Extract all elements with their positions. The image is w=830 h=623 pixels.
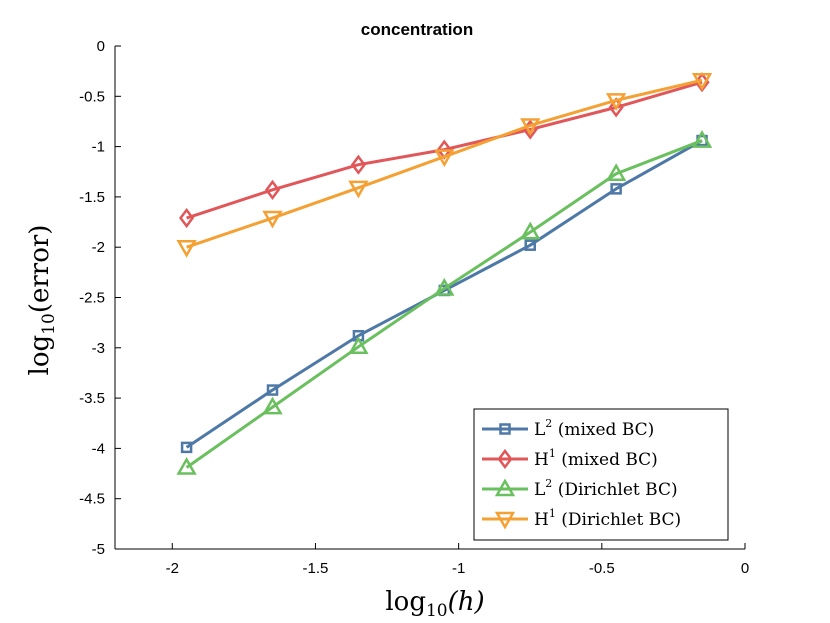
marker-triangle-up	[494, 478, 516, 497]
series-layer	[176, 72, 713, 475]
marker-diamond	[608, 97, 624, 118]
legend-label: L2 (Dirichlet BC)	[534, 477, 678, 500]
x-tick-label: 0	[741, 560, 749, 577]
legend-item: L2 (mixed BC)	[482, 417, 654, 440]
marker-square	[610, 183, 622, 195]
legend-label: H1 (Dirichlet BC)	[534, 507, 681, 530]
data-point	[608, 97, 624, 118]
x-tick-label: -2	[166, 560, 179, 577]
y-tick-label: 0	[97, 38, 105, 55]
marker-triangle-down	[262, 210, 283, 229]
data-point	[348, 180, 369, 199]
marker-triangle-up	[348, 336, 369, 355]
data-point	[691, 130, 713, 148]
data-point	[179, 207, 195, 229]
data-point	[605, 93, 627, 111]
legend: L2 (mixed BC) H1 (mixed BC) L2 (Dirichlet …	[473, 408, 729, 541]
marker-diamond	[179, 207, 195, 229]
x-axis-label: log10(h)	[385, 587, 484, 621]
data-point	[434, 277, 455, 296]
marker-triangle-down	[434, 149, 455, 168]
y-tick-label: -0.5	[79, 88, 105, 105]
data-point	[350, 154, 366, 175]
y-tick-label: -1	[92, 139, 105, 156]
y-tick-label: -3.5	[79, 390, 105, 407]
data-point	[176, 239, 197, 258]
marker-triangle-down	[520, 118, 541, 136]
data-point	[434, 149, 455, 168]
series-3	[176, 130, 713, 475]
y-axis-label: log10(error)	[25, 225, 59, 376]
marker-triangle-up	[520, 221, 541, 240]
y-tick-label: -2.5	[79, 290, 105, 307]
legend-label: H1 (mixed BC)	[534, 447, 658, 470]
marker-square	[266, 384, 279, 396]
marker-diamond	[350, 154, 366, 175]
y-tick-label: -4	[92, 440, 105, 457]
data-point	[348, 336, 369, 355]
data-point	[262, 396, 283, 415]
data-point	[262, 210, 283, 229]
marker-square	[180, 441, 193, 454]
data-point	[180, 441, 193, 454]
series-line	[185, 139, 703, 469]
x-tick-label: -0.5	[589, 560, 615, 577]
axes: -2 -1.5 -1 -0.5 0 0 -0.5 -1 -1.5 -2 -2.5 -3 -3.5 -4 -4…	[79, 38, 749, 577]
marker-triangle-down	[348, 180, 369, 199]
y-tick-label: -4.5	[79, 491, 105, 508]
marker-triangle-down	[605, 93, 627, 111]
legend-label: L2 (mixed BC)	[534, 417, 654, 440]
data-point	[176, 456, 197, 475]
series-4	[176, 72, 713, 258]
data-point	[605, 163, 627, 182]
marker-triangle-up	[691, 130, 713, 148]
data-point	[266, 384, 279, 396]
series-line	[185, 139, 703, 449]
marker-diamond	[497, 448, 513, 470]
y-tick-label: -3	[92, 340, 105, 357]
data-point	[691, 72, 713, 91]
legend-item: H1 (mixed BC)	[482, 447, 658, 470]
marker-square	[499, 423, 511, 435]
chart-title: concentration	[361, 20, 473, 39]
y-tick-label: -2	[92, 239, 105, 256]
legend-item: L2 (Dirichlet BC)	[482, 477, 678, 500]
marker-square	[524, 239, 536, 251]
data-point	[520, 118, 541, 136]
data-point	[524, 239, 536, 251]
marker-triangle-up	[434, 277, 455, 296]
marker-triangle-up	[176, 456, 197, 475]
marker-triangle-up	[262, 396, 283, 415]
marker-triangle-down	[176, 239, 197, 258]
legend-item: H1 (Dirichlet BC)	[482, 507, 681, 530]
marker-triangle-up	[605, 163, 627, 182]
x-tick-label: -1.5	[303, 560, 329, 577]
marker-diamond	[264, 179, 281, 200]
data-point	[610, 183, 622, 195]
marker-triangle-down	[691, 72, 713, 91]
data-point	[520, 221, 541, 240]
x-tick-label: -1	[452, 560, 465, 577]
y-tick-label: -5	[92, 541, 105, 558]
y-tick-label: -1.5	[79, 189, 105, 206]
series-line	[186, 78, 703, 249]
data-point	[264, 179, 281, 200]
marker-triangle-down	[494, 511, 516, 530]
